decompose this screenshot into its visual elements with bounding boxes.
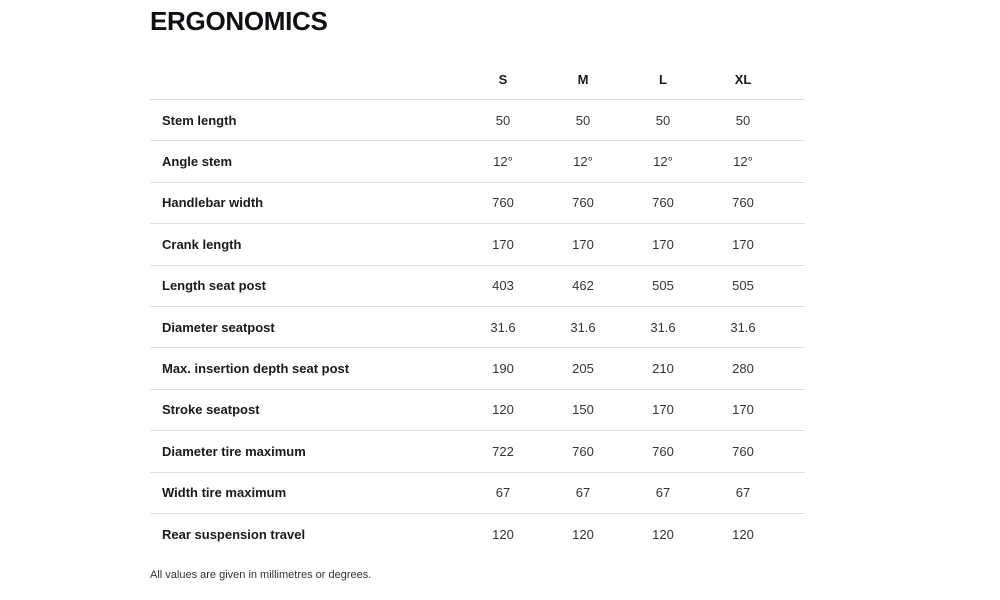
spec-label: Diameter seatpost <box>162 319 275 335</box>
spec-value: 50 <box>575 112 591 128</box>
spec-value: 12° <box>653 154 673 170</box>
spec-value: 210 <box>652 361 674 377</box>
spec-value: 120 <box>492 402 514 418</box>
table-header-row: S M L XL <box>150 60 805 100</box>
spec-value: 505 <box>652 278 674 294</box>
spec-value: 31.6 <box>730 319 756 335</box>
spec-value: 50 <box>495 112 511 128</box>
spec-value: 760 <box>652 443 674 459</box>
spec-value: 12° <box>493 154 513 170</box>
table-row: Width tire maximum 67 67 67 67 <box>150 473 805 514</box>
spec-value: 67 <box>735 485 751 501</box>
spec-value: 67 <box>495 485 511 501</box>
units-footnote: All values are given in millimetres or d… <box>150 569 372 582</box>
table-row: Crank length 170 170 170 170 <box>150 224 805 266</box>
spec-value: 31.6 <box>490 319 516 335</box>
spec-label: Length seat post <box>162 278 267 294</box>
table-row: Rear suspension travel 120 120 120 120 <box>150 514 805 555</box>
spec-value: 760 <box>492 195 514 211</box>
spec-value: 120 <box>492 527 514 543</box>
spec-value: 67 <box>655 485 671 501</box>
spec-value: 280 <box>732 361 754 377</box>
spec-label: Stem length <box>162 112 237 128</box>
spec-value: 12° <box>573 154 593 170</box>
page-title: ERGONOMICS <box>150 6 328 36</box>
spec-label: Angle stem <box>162 154 233 170</box>
table-row: Stroke seatpost 120 150 170 170 <box>150 390 805 432</box>
ergonomics-table: S M L XL Stem length 50 50 50 50 Angle stem 12° 12… <box>150 60 805 555</box>
spec-value: 403 <box>492 278 514 294</box>
spec-value: 190 <box>492 361 514 377</box>
spec-label: Max. insertion depth seat post <box>162 361 350 377</box>
table-row: Angle stem 12° 12° 12° 12° <box>150 141 805 183</box>
spec-value: 205 <box>572 361 594 377</box>
spec-label: Diameter tire maximum <box>162 443 306 459</box>
size-column-header-m: M <box>577 72 589 87</box>
size-column-header-s: S <box>498 72 508 87</box>
spec-value: 462 <box>572 278 594 294</box>
spec-value: 170 <box>732 236 754 252</box>
table-row: Diameter tire maximum 722 760 760 760 <box>150 431 805 473</box>
spec-value: 505 <box>732 278 754 294</box>
spec-value: 760 <box>572 443 594 459</box>
spec-value: 760 <box>572 195 594 211</box>
spec-value: 50 <box>655 112 671 128</box>
spec-value: 31.6 <box>570 319 596 335</box>
spec-value: 170 <box>652 236 674 252</box>
table-row: Diameter seatpost 31.6 31.6 31.6 31.6 <box>150 307 805 349</box>
spec-label: Stroke seatpost <box>162 402 260 418</box>
size-column-header-xl: XL <box>734 72 752 87</box>
table-row: Handlebar width 760 760 760 760 <box>150 183 805 225</box>
spec-label: Rear suspension travel <box>162 527 306 543</box>
spec-value: 170 <box>492 236 514 252</box>
spec-value: 12° <box>733 154 753 170</box>
spec-value: 760 <box>732 443 754 459</box>
table-row: Max. insertion depth seat post 190 205 210 2… <box>150 348 805 390</box>
spec-label: Crank length <box>162 236 242 252</box>
spec-value: 120 <box>572 527 594 543</box>
spec-value: 170 <box>652 402 674 418</box>
spec-value: 31.6 <box>650 319 676 335</box>
spec-value: 170 <box>572 236 594 252</box>
spec-label: Width tire maximum <box>162 485 287 501</box>
table-row: Length seat post 403 462 505 505 <box>150 266 805 307</box>
table-row: Stem length 50 50 50 50 <box>150 100 805 142</box>
spec-value: 170 <box>732 402 754 418</box>
spec-value: 120 <box>652 527 674 543</box>
spec-label: Handlebar width <box>162 195 264 211</box>
spec-value: 120 <box>732 527 754 543</box>
spec-value: 67 <box>575 485 591 501</box>
size-column-header-l: L <box>659 72 667 87</box>
spec-value: 760 <box>652 195 674 211</box>
spec-value: 722 <box>492 443 514 459</box>
spec-value: 150 <box>572 402 594 418</box>
spec-value: 760 <box>732 195 754 211</box>
spec-value: 50 <box>735 112 751 128</box>
